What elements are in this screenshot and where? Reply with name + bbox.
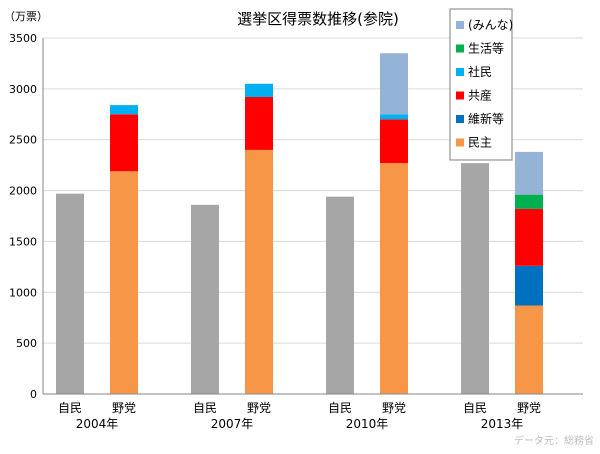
bar-segment (515, 194, 543, 209)
legend-label: (みんな) (468, 18, 513, 32)
bar-segment (110, 171, 138, 394)
x-category-label: 自民 (193, 401, 217, 415)
x-group-label: 2010年 (346, 417, 389, 431)
x-group-label: 2013年 (481, 417, 524, 431)
bar-segment (380, 163, 408, 394)
bar-segment (380, 53, 408, 115)
y-tick-label: 1500 (9, 235, 37, 248)
bar-segment (245, 96, 273, 150)
x-category-label: 野党 (517, 400, 541, 415)
legend-label: 共産 (468, 88, 492, 103)
legend-swatch (456, 44, 464, 53)
legend-box (449, 8, 513, 161)
bar-segment (245, 83, 273, 97)
bar-segment (515, 208, 543, 266)
x-category-label: 自民 (463, 401, 487, 415)
y-tick-label: 2500 (9, 134, 37, 147)
bar-segment (515, 151, 543, 195)
legend-label: 維新等 (468, 111, 504, 126)
x-group-label: 2007年 (211, 417, 254, 431)
bar-segment (56, 193, 84, 394)
x-category-label: 自民 (328, 401, 352, 415)
y-tick-label: 3000 (9, 83, 37, 96)
bar-segment (326, 196, 354, 394)
bar-segment (110, 114, 138, 172)
y-tick-label: 1000 (9, 286, 37, 299)
x-category-label: 野党 (382, 400, 406, 415)
bar-segment (515, 305, 543, 394)
x-category-label: 野党 (112, 400, 136, 415)
y-tick-label: 2000 (9, 185, 37, 198)
x-category-label: 自民 (58, 401, 82, 415)
bar-segment (191, 204, 219, 394)
legend-label: 生活等 (468, 42, 504, 56)
y-tick-label: 500 (16, 337, 37, 350)
bar-segment (110, 105, 138, 115)
legend-swatch (456, 91, 464, 100)
legend-label: 民主 (468, 136, 492, 150)
x-group-label: 2004年 (76, 417, 119, 431)
bar-segment (461, 163, 489, 394)
x-category-label: 野党 (247, 400, 271, 415)
legend-swatch (456, 138, 464, 147)
source-note: データ元：総務省 (514, 434, 594, 447)
legend-swatch (456, 68, 464, 76)
bar-segment (380, 119, 408, 164)
bar-segment (515, 265, 543, 306)
y-tick-label: 3500 (9, 32, 37, 45)
bars (56, 53, 543, 394)
chart-title: 選挙区得票数推移(参院) (237, 10, 399, 28)
legend-swatch (456, 115, 464, 123)
bar-segment (245, 149, 273, 394)
bar-segment (380, 114, 408, 120)
y-tick-label: 0 (30, 388, 37, 401)
legend-swatch (456, 21, 464, 29)
y-axis-unit-label: （万票） (4, 10, 48, 23)
axes: 0 500 1000 1500 2000 2500 3000 3500 自民 野党 2004年 自民 野… (9, 32, 583, 431)
legend-label: 社民 (468, 64, 492, 79)
